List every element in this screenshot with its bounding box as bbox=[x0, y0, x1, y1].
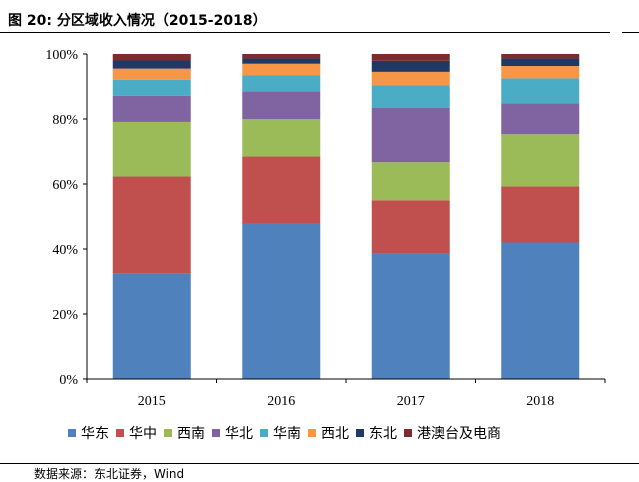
bar-segment-2016-0 bbox=[242, 223, 321, 379]
bar-segment-2015-5 bbox=[112, 68, 191, 80]
x-tick-label: 2018 bbox=[526, 394, 554, 409]
legend-item: 东北 bbox=[356, 423, 397, 443]
y-tick-label: 40% bbox=[52, 243, 78, 258]
bar-segment-2018-0 bbox=[501, 242, 580, 379]
bar-segment-2017-5 bbox=[371, 71, 450, 86]
legend-swatch bbox=[356, 429, 364, 437]
legend-item: 西北 bbox=[308, 423, 349, 443]
legend-label: 东北 bbox=[369, 426, 397, 442]
bar-segment-2016-6 bbox=[242, 58, 321, 64]
bar-segment-2016-4 bbox=[242, 75, 321, 92]
bar-segment-2017-2 bbox=[371, 162, 450, 201]
legend-swatch bbox=[212, 429, 220, 437]
legend-label: 西南 bbox=[177, 426, 205, 442]
footer-rule bbox=[0, 463, 639, 464]
x-tick-label: 2015 bbox=[138, 394, 166, 409]
bar-segment-2016-7 bbox=[242, 54, 321, 59]
figure-title: 图 20: 分区域收入情况（2015-2018） bbox=[8, 13, 267, 29]
legend-swatch bbox=[164, 429, 172, 437]
bar-segment-2017-6 bbox=[371, 60, 450, 72]
legend-label: 华北 bbox=[225, 426, 253, 442]
bar-segment-2015-1 bbox=[112, 176, 191, 274]
source-note: 数据来源：东北证券，Wind bbox=[34, 467, 185, 481]
bar-segment-2018-5 bbox=[501, 66, 580, 79]
legend-label: 华中 bbox=[129, 426, 157, 442]
bar-segment-2017-0 bbox=[371, 253, 450, 380]
y-tick-label: 60% bbox=[52, 178, 78, 193]
x-tick-label: 2016 bbox=[267, 394, 295, 409]
title-rule bbox=[0, 32, 610, 33]
legend-item: 华北 bbox=[212, 423, 253, 443]
bar-segment-2015-2 bbox=[112, 121, 191, 177]
legend-swatch bbox=[308, 429, 316, 437]
legend-item: 华南 bbox=[260, 423, 301, 443]
legend-label: 西北 bbox=[321, 426, 349, 442]
bar-segment-2018-3 bbox=[501, 103, 580, 135]
bar-segment-2016-2 bbox=[242, 119, 321, 157]
bar-segment-2016-3 bbox=[242, 91, 321, 120]
legend-item: 港澳台及电商 bbox=[404, 423, 501, 443]
legend-item: 华东 bbox=[68, 423, 109, 443]
y-tick-label: 20% bbox=[52, 308, 78, 323]
y-tick-label: 80% bbox=[52, 113, 78, 128]
bar-segment-2017-7 bbox=[371, 54, 450, 61]
bar-segment-2017-3 bbox=[371, 107, 450, 163]
bar-segment-2018-4 bbox=[501, 78, 580, 104]
bar-segment-2018-7 bbox=[501, 54, 580, 59]
y-tick-label: 0% bbox=[59, 373, 78, 388]
bar-segment-2017-1 bbox=[371, 200, 450, 254]
legend-item: 西南 bbox=[164, 423, 205, 443]
bar-segment-2015-3 bbox=[112, 95, 191, 122]
bar-segment-2018-2 bbox=[501, 134, 580, 187]
chart-legend: 华东 华中 西南 华北 华南 西北 东北 港澳台及电商 bbox=[68, 423, 508, 443]
legend-label: 华东 bbox=[81, 426, 109, 442]
x-tick-label: 2017 bbox=[397, 394, 425, 409]
legend-swatch bbox=[68, 429, 76, 437]
bar-segment-2015-4 bbox=[112, 79, 191, 96]
legend-swatch bbox=[260, 429, 268, 437]
bar-segment-2015-0 bbox=[112, 273, 191, 380]
corner-dash bbox=[622, 32, 639, 33]
bar-segment-2016-1 bbox=[242, 156, 321, 223]
legend-label: 港澳台及电商 bbox=[417, 426, 501, 442]
legend-swatch bbox=[116, 429, 124, 437]
legend-item: 华中 bbox=[116, 423, 157, 443]
legend-label: 华南 bbox=[273, 426, 301, 442]
bar-segment-2015-6 bbox=[112, 60, 191, 69]
bar-segment-2018-6 bbox=[501, 58, 580, 67]
bar-segment-2015-7 bbox=[112, 54, 191, 61]
bar-segment-2018-1 bbox=[501, 186, 580, 243]
y-tick-label: 100% bbox=[45, 48, 78, 63]
bar-segment-2017-4 bbox=[371, 85, 450, 108]
bar-segment-2016-5 bbox=[242, 63, 321, 76]
legend-swatch bbox=[404, 429, 412, 437]
